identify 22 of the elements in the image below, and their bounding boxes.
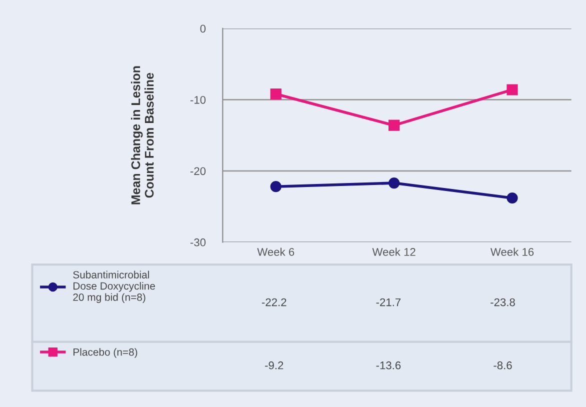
- point: [270, 181, 282, 192]
- point: [506, 192, 518, 204]
- x-tick-label: Week 12: [372, 248, 416, 256]
- point: [388, 177, 400, 189]
- point: [270, 88, 282, 100]
- x-tick-label: Week 16: [490, 248, 534, 256]
- data-label: -9.2: [265, 361, 284, 370]
- y-axis-title: Mean Change in Lesion Count From Baseline: [130, 66, 154, 204]
- data-label: -8.6: [494, 361, 512, 370]
- x-tick-label: Week 6: [257, 248, 294, 256]
- point: [388, 120, 400, 131]
- y-tick-label: -30: [190, 238, 206, 246]
- y-tick-label: -10: [190, 96, 206, 104]
- data-label: -13.6: [376, 361, 401, 370]
- legend-label: Placebo (n=8): [74, 348, 138, 358]
- legend-label: Subantimicrobial Dose Doxycycline 20 mg bid (n=8): [73, 270, 155, 303]
- y-tick-label: 0: [200, 24, 206, 33]
- data-label: -22.2: [262, 298, 286, 306]
- y-tick-label: -20: [190, 167, 206, 176]
- data-label: -21.7: [376, 298, 401, 306]
- point: [506, 84, 518, 96]
- data-label: -23.8: [490, 298, 515, 306]
